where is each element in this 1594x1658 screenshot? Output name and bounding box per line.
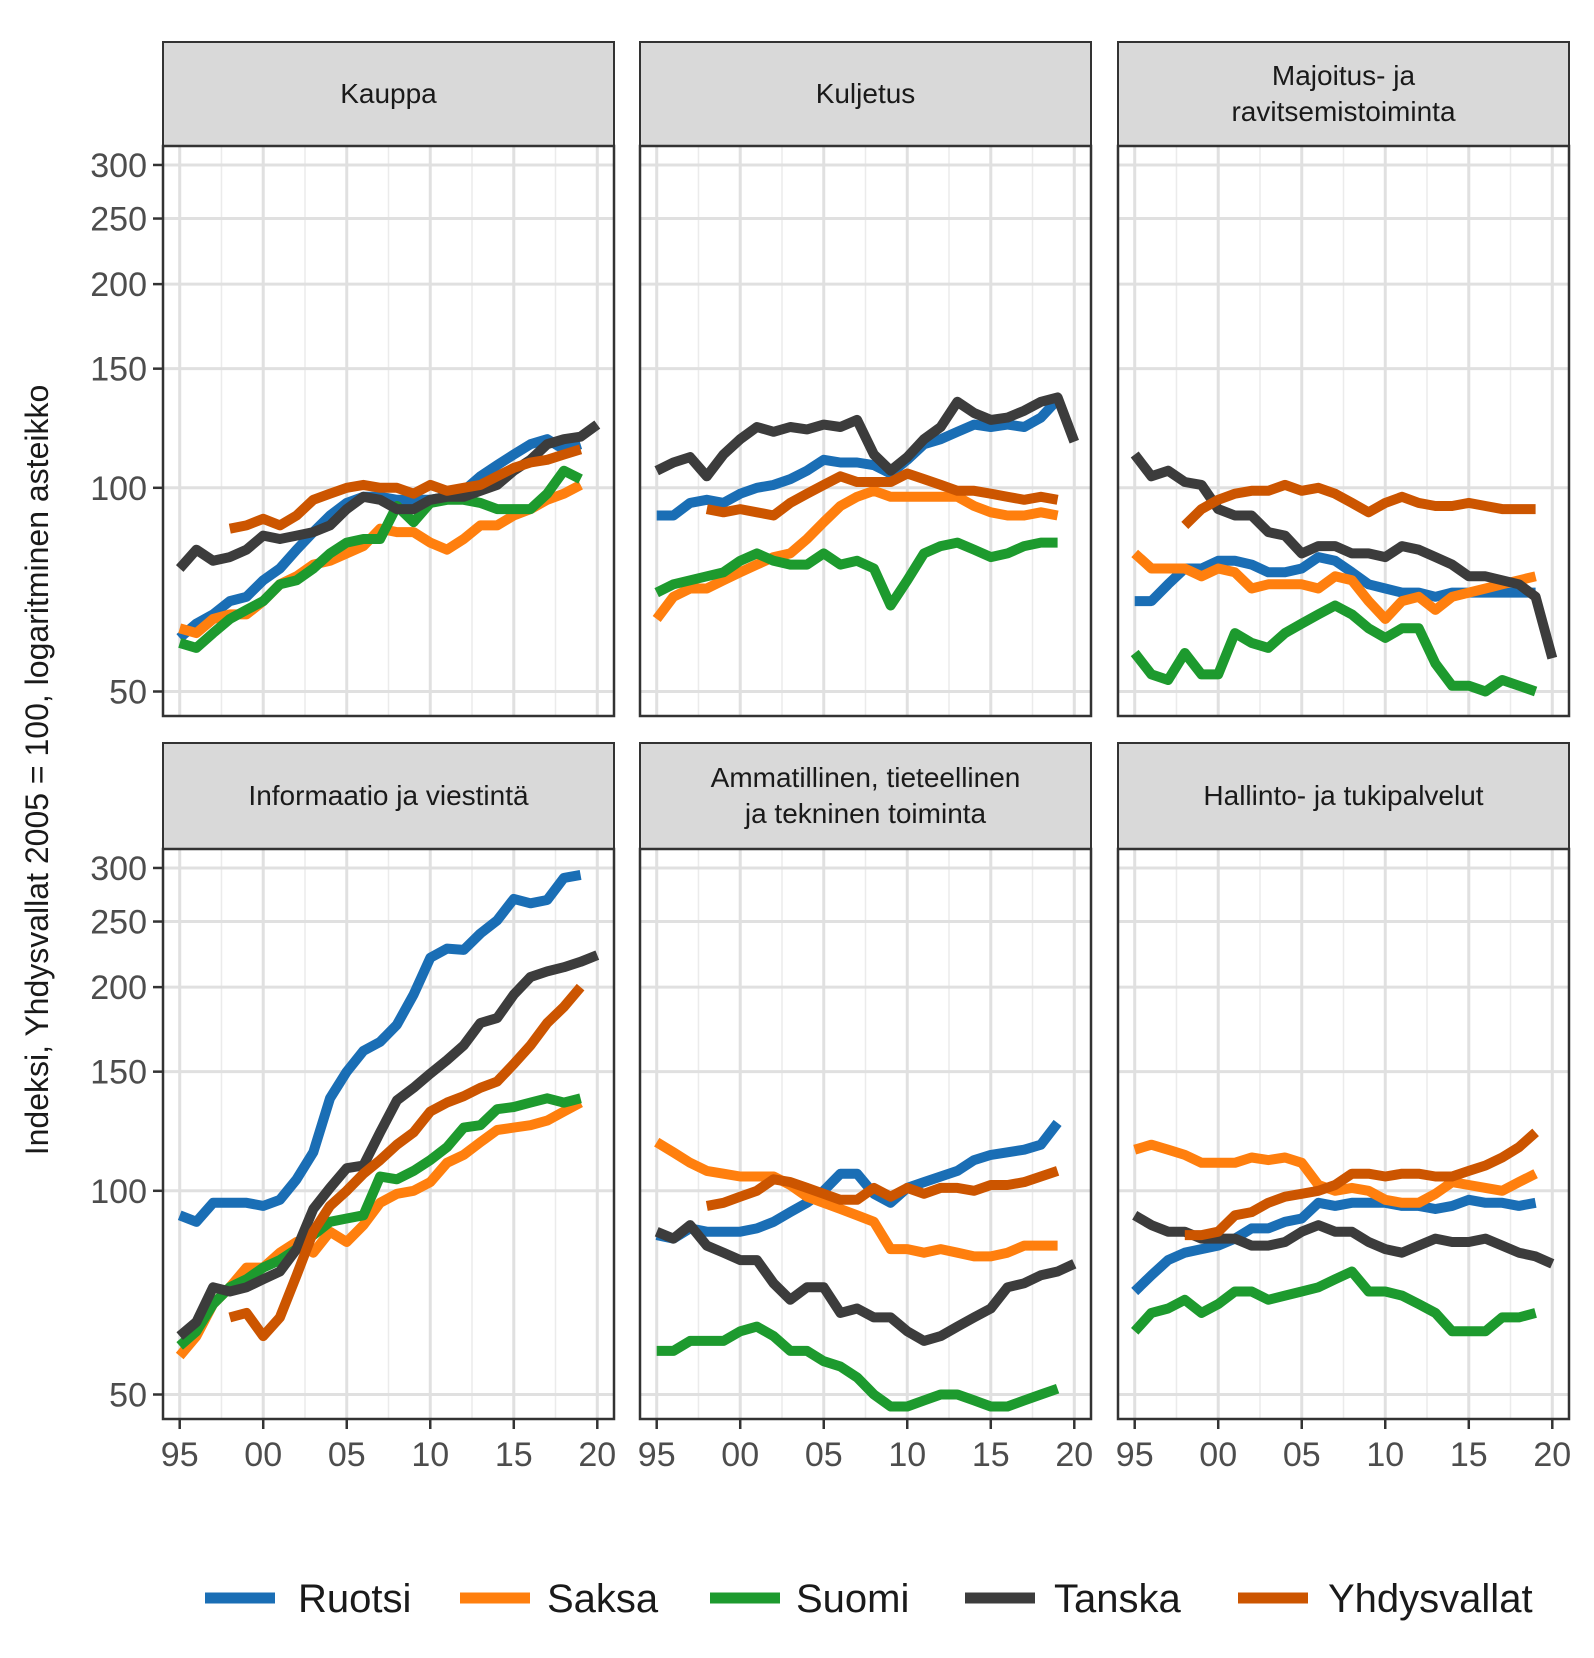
series-line-tanska [654,392,1079,482]
legend-label: Saksa [547,1577,659,1621]
panel-title: Kauppa [340,78,437,109]
x-tick-label: 95 [161,1436,199,1474]
y-tick-label: 100 [90,470,147,508]
series-line-ruotsi [656,396,1062,521]
series-line-saksa [652,485,1059,623]
x-tick-label: 05 [1283,1436,1321,1474]
legend-item-suomi: Suomi [710,1577,909,1621]
panel-strip [1117,41,1570,147]
panel-kauppa: Kauppa 50 100 150 200 250 300 [90,41,616,718]
x-tick-label: 00 [1199,1436,1237,1474]
series-line-suomi [176,1093,582,1350]
panel-hallinto-ja-tukipalvelut: Hallinto- ja tukipalvelut 95 00 05 10 15 20 [1116,742,1571,1474]
series-line-saksa [175,1098,583,1360]
series-line-yhdysvallat [228,983,585,1342]
y-tick-label: 150 [90,1054,147,1092]
series-line-yhdysvallat [705,468,1059,521]
legend-item-ruotsi: Ruotsi [205,1577,411,1621]
legend-label: Tanska [1054,1577,1181,1621]
panel-title: Majoitus- ja [1272,60,1416,91]
series-line-yhdysvallat [1184,1128,1539,1241]
series-line-tanska [176,950,600,1340]
y-tick-label: 100 [90,1173,147,1211]
x-tick-label: 05 [805,1436,843,1474]
x-tick-label: 10 [888,1436,926,1474]
series-line-suomi [654,537,1058,611]
y-tick-label: 50 [109,673,147,711]
plot-border [638,144,1093,718]
series-line-suomi [656,1321,1060,1412]
x-tick-label: 05 [328,1436,366,1474]
x-tick-label: 95 [638,1436,676,1474]
panel-strip [162,41,615,147]
panel-majoitus-ja-ravitsemistoiminta: Majoitus- ja ravitsemistoiminta [1116,41,1571,718]
legend-label: Yhdysvallat [1328,1577,1533,1621]
y-tick-label: 300 [90,850,147,888]
x-tick-label: 95 [1116,1436,1154,1474]
x-tick-label: 15 [1450,1436,1488,1474]
legend: Ruotsi Saksa Suomi Tanska Yhdysvallat [205,1577,1533,1621]
panel-strip [639,742,1092,850]
x-tick-label: 20 [578,1436,616,1474]
y-tick-label: 250 [90,904,147,942]
panel-title: Hallinto- ja tukipalvelut [1203,780,1483,811]
x-tick-label: 10 [1366,1436,1404,1474]
plot-border [638,847,1093,1421]
x-tick-label: 00 [721,1436,759,1474]
panel-title: Ammatillinen, tieteellinen [711,762,1021,793]
series-line-ruotsi [177,869,582,1227]
series-line-saksa [1133,1139,1538,1208]
y-tick-label: 250 [90,201,147,239]
panel-title: ja tekninen toiminta [744,798,987,829]
x-tick-label: 20 [1533,1436,1571,1474]
legend-item-yhdysvallat: Yhdysvallat [1238,1577,1533,1621]
series-line-ruotsi [655,1119,1062,1244]
y-tick-label: 300 [90,147,147,185]
panel-strip [1117,742,1570,850]
panel-title: Informaatio ja viestintä [248,780,529,811]
series-line-yhdysvallat [705,1166,1060,1211]
y-axis-label: Indeksi, Yhdysvallat 2005 = 100, logarit… [19,385,55,1156]
series-line-saksa [1131,549,1537,624]
series-line-tanska [654,1220,1077,1346]
y-tick-label: 150 [90,351,147,389]
series-line-suomi [1130,600,1538,697]
panel-strip [162,742,615,850]
legend-item-saksa: Saksa [460,1577,659,1621]
x-tick-label: 15 [495,1436,533,1474]
plot-border [1116,847,1571,1421]
plot-border [161,847,616,1421]
x-tick-label: 20 [1055,1436,1093,1474]
panel-kuljetus: Kuljetus [638,41,1093,718]
y-tick-label: 200 [90,969,147,1007]
legend-label: Suomi [796,1577,909,1621]
panel-informaatio-ja-viestintä: Informaatio ja viestintä 50 100 150 200 250 30… [90,742,616,1474]
y-tick-label: 200 [90,266,147,304]
x-tick-label: 00 [244,1436,282,1474]
x-tick-label: 15 [972,1436,1010,1474]
series-line-yhdysvallat [228,444,583,534]
plot-border [1116,144,1571,718]
plot-border [161,144,616,718]
panel-title: Kuljetus [816,78,916,109]
series-line-yhdysvallat [1181,479,1536,529]
series-line-suomi [178,465,583,653]
series-line-suomi [1130,1266,1537,1337]
legend-item-tanska: Tanska [965,1577,1181,1621]
y-tick-label: 50 [109,1376,147,1414]
x-tick-label: 10 [411,1436,449,1474]
series-line-ruotsi [1131,1194,1537,1296]
panel-ammatillinen-tieteellinen-ja-tekninen-toiminta: Ammatillinen, tieteellinen ja tekninen to… [638,742,1093,1474]
panel-title: ravitsemistoiminta [1231,96,1455,127]
series-line-saksa [654,1137,1058,1262]
legend-label: Ruotsi [298,1577,411,1621]
series-line-tanska [1130,451,1558,660]
